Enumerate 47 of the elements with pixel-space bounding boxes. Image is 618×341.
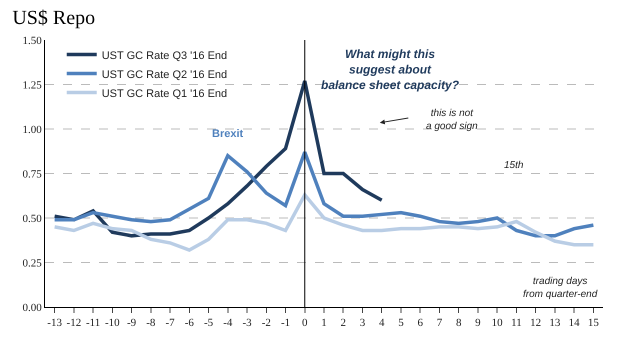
x-tick-label: 6 [417,317,424,330]
x-tick-label: -7 [165,317,176,330]
x-tick-label: 14 [568,317,580,330]
x-tick-label: 15 [588,317,600,330]
x-tick-label: -11 [86,317,100,330]
x-tick-label: 8 [456,317,462,330]
line-series [52,193,596,252]
x-tick-label: 4 [378,317,385,330]
x-tick-label: 9 [475,317,482,330]
x-tick-label: 12 [530,317,542,330]
x-tick-label: -10 [105,317,120,330]
legend-label: UST GC Rate Q3 '16 End [102,50,228,62]
chart-title: US$ Repo [12,7,96,30]
annotation: this is not a good sign [426,108,478,132]
x-tick-label: -2 [262,317,271,330]
x-tick-label: 3 [360,317,366,330]
x-tick-label: -1 [280,317,290,330]
x-tick-label: -6 [184,317,194,330]
annotation: What might this suggest about balance sheet capacity? [321,47,460,92]
y-tick-label: 1.00 [22,124,42,136]
x-tick-label: -13 [47,317,62,330]
y-tick-label: 0.00 [22,302,42,314]
x-tick-label: -8 [146,317,156,330]
x-tick-label: -4 [223,317,233,330]
annotation: 15th [504,160,524,171]
y-tick-label: 0.50 [22,212,42,225]
line-series [52,150,596,238]
legend-label: UST GC Rate Q1 '16 End [102,88,228,100]
x-tick-label: 0 [302,317,308,330]
x-tick-label: 2 [340,317,346,330]
x-tick-label: 10 [492,317,504,330]
annotation: trading days from quarter-end [523,276,598,300]
y-tick-label: 1.25 [22,79,42,92]
x-tick-label: -12 [66,317,82,330]
x-tick-label: 13 [549,317,561,330]
x-tick-label: 1 [321,317,327,330]
x-tick-label: -9 [127,317,137,330]
x-tick-label: 11 [511,317,522,330]
legend-label: UST GC Rate Q2 '16 End [102,68,228,81]
annotation: Brexit [212,128,244,140]
y-tick-label: 0.75 [22,168,42,180]
x-tick-label: -5 [204,317,214,330]
x-tick-label: 7 [436,317,443,330]
x-tick-label: 5 [398,317,404,330]
x-tick-label: -3 [242,317,252,330]
y-tick-label: 1.50 [22,34,42,47]
y-tick-label: 0.25 [22,257,42,270]
